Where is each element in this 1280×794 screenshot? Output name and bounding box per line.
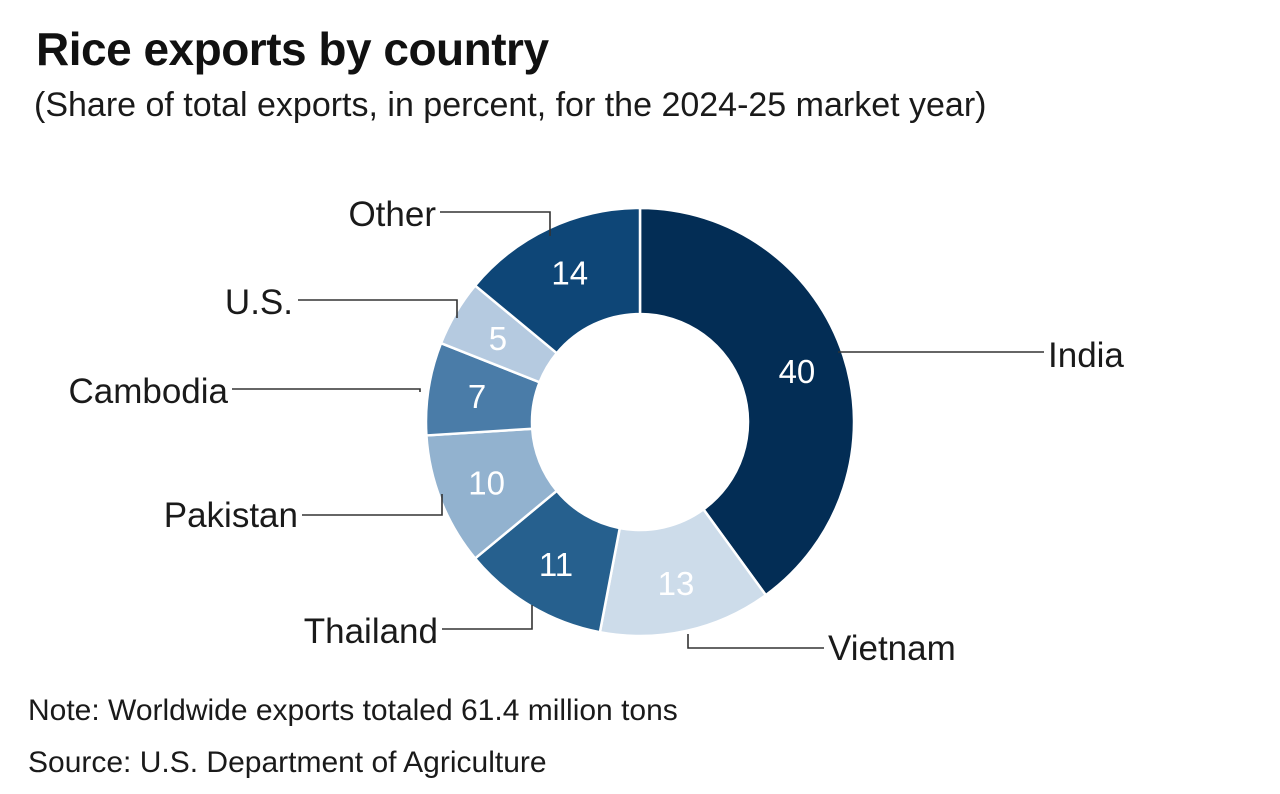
chart-subtitle: (Share of total exports, in percent, for… [34, 86, 987, 124]
value-label-vietnam: 13 [658, 565, 695, 602]
category-labels: India Vietnam Thailand Pakistan Cambodia U.S.… [68, 195, 1124, 668]
category-label-thailand: Thailand [304, 612, 438, 651]
leader-line-vietnam [687, 634, 824, 649]
category-label-vietnam: Vietnam [828, 629, 956, 668]
leader-line-thailand [442, 605, 533, 630]
value-label-u-s: 5 [489, 320, 507, 357]
value-label-india: 40 [779, 353, 816, 390]
slice-other [473, 206, 642, 355]
chart-title: Rice exports by country [36, 23, 549, 75]
leader-line-u-s [298, 299, 458, 318]
footnote: Note: Worldwide exports totaled 61.4 mil… [28, 694, 678, 727]
value-labels: 40 13 11 10 75 14 [468, 255, 815, 602]
leader-line-other [440, 211, 551, 236]
category-label-other: Other [348, 195, 436, 234]
donut-slices [424, 206, 856, 638]
value-label-cambodia: 7 [468, 378, 486, 415]
value-label-thailand: 11 [539, 546, 573, 583]
value-label-other: 14 [551, 255, 588, 292]
leader-lines [232, 211, 1044, 649]
value-label-pakistan: 10 [468, 465, 505, 502]
leader-line-pakistan [302, 494, 443, 516]
category-label-pakistan: Pakistan [164, 496, 298, 535]
leader-line-cambodia [232, 388, 421, 392]
slice-india [638, 206, 856, 597]
category-label-india: India [1048, 336, 1124, 375]
category-label-cambodia: Cambodia [68, 372, 228, 411]
category-label-u-s: U.S. [225, 283, 293, 322]
source-note: Source: U.S. Department of Agriculture [28, 746, 547, 779]
